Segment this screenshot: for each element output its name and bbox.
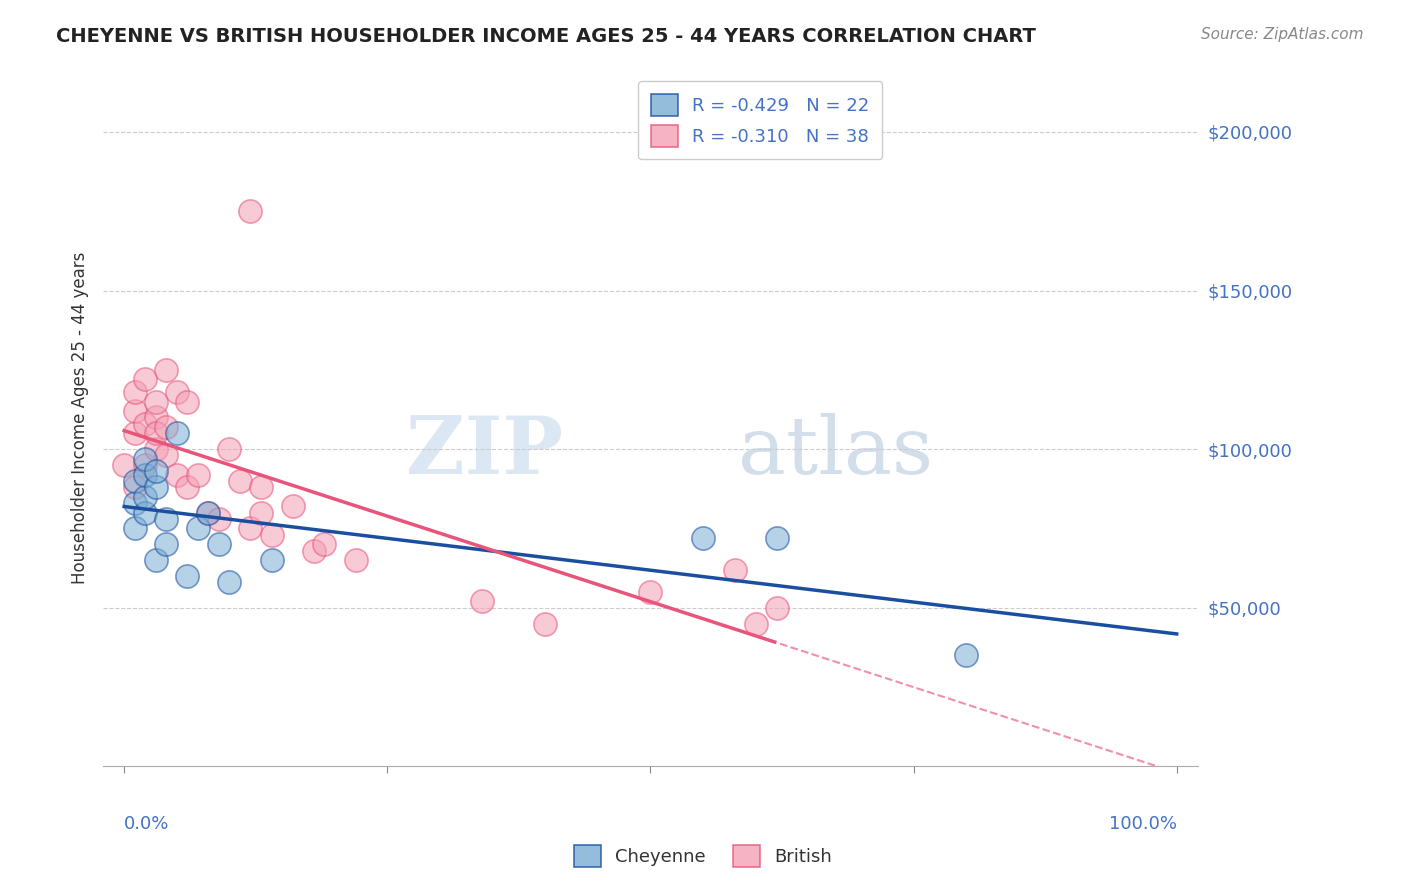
Point	[124, 385, 146, 400]
Point	[166, 467, 188, 482]
Point	[134, 467, 156, 482]
Point	[765, 600, 787, 615]
Point	[955, 648, 977, 663]
Point	[281, 500, 304, 514]
Text: Source: ZipAtlas.com: Source: ZipAtlas.com	[1201, 27, 1364, 42]
Point	[155, 512, 177, 526]
Point	[145, 410, 167, 425]
Point	[176, 394, 198, 409]
Text: ZIP: ZIP	[406, 413, 562, 491]
Point	[218, 575, 240, 590]
Point	[155, 449, 177, 463]
Point	[145, 426, 167, 441]
Point	[145, 464, 167, 478]
Point	[640, 585, 662, 599]
Point	[197, 506, 219, 520]
Point	[134, 458, 156, 472]
Point	[302, 543, 325, 558]
Point	[187, 521, 209, 535]
Point	[208, 537, 231, 551]
Point	[134, 506, 156, 520]
Point	[145, 480, 167, 494]
Point	[166, 426, 188, 441]
Point	[765, 531, 787, 545]
Point	[145, 442, 167, 457]
Point	[250, 480, 273, 494]
Y-axis label: Householder Income Ages 25 - 44 years: Householder Income Ages 25 - 44 years	[72, 252, 89, 583]
Point	[124, 474, 146, 488]
Point	[471, 594, 494, 608]
Point	[155, 363, 177, 377]
Point	[229, 474, 252, 488]
Point	[197, 506, 219, 520]
Point	[260, 528, 283, 542]
Point	[314, 537, 336, 551]
Point	[250, 506, 273, 520]
Point	[112, 458, 135, 472]
Point	[134, 490, 156, 504]
Point	[124, 521, 146, 535]
Text: CHEYENNE VS BRITISH HOUSEHOLDER INCOME AGES 25 - 44 YEARS CORRELATION CHART: CHEYENNE VS BRITISH HOUSEHOLDER INCOME A…	[56, 27, 1036, 45]
Point	[124, 426, 146, 441]
Point	[124, 480, 146, 494]
Point	[260, 553, 283, 567]
Point	[145, 553, 167, 567]
Point	[155, 537, 177, 551]
Point	[134, 372, 156, 386]
Point	[176, 480, 198, 494]
Point	[124, 404, 146, 418]
Point	[692, 531, 714, 545]
Point	[145, 394, 167, 409]
Point	[744, 616, 766, 631]
Text: 100.0%: 100.0%	[1109, 815, 1177, 833]
Legend: R = -0.429   N = 22, R = -0.310   N = 38: R = -0.429 N = 22, R = -0.310 N = 38	[638, 81, 882, 160]
Point	[208, 512, 231, 526]
Point	[723, 563, 745, 577]
Point	[134, 451, 156, 466]
Legend: Cheyenne, British: Cheyenne, British	[567, 838, 839, 874]
Point	[239, 521, 262, 535]
Point	[344, 553, 367, 567]
Point	[155, 420, 177, 434]
Point	[166, 385, 188, 400]
Point	[176, 569, 198, 583]
Point	[124, 496, 146, 510]
Point	[534, 616, 557, 631]
Point	[187, 467, 209, 482]
Text: atlas: atlas	[738, 413, 934, 491]
Point	[134, 417, 156, 431]
Text: 0.0%: 0.0%	[124, 815, 170, 833]
Point	[218, 442, 240, 457]
Point	[239, 204, 262, 219]
